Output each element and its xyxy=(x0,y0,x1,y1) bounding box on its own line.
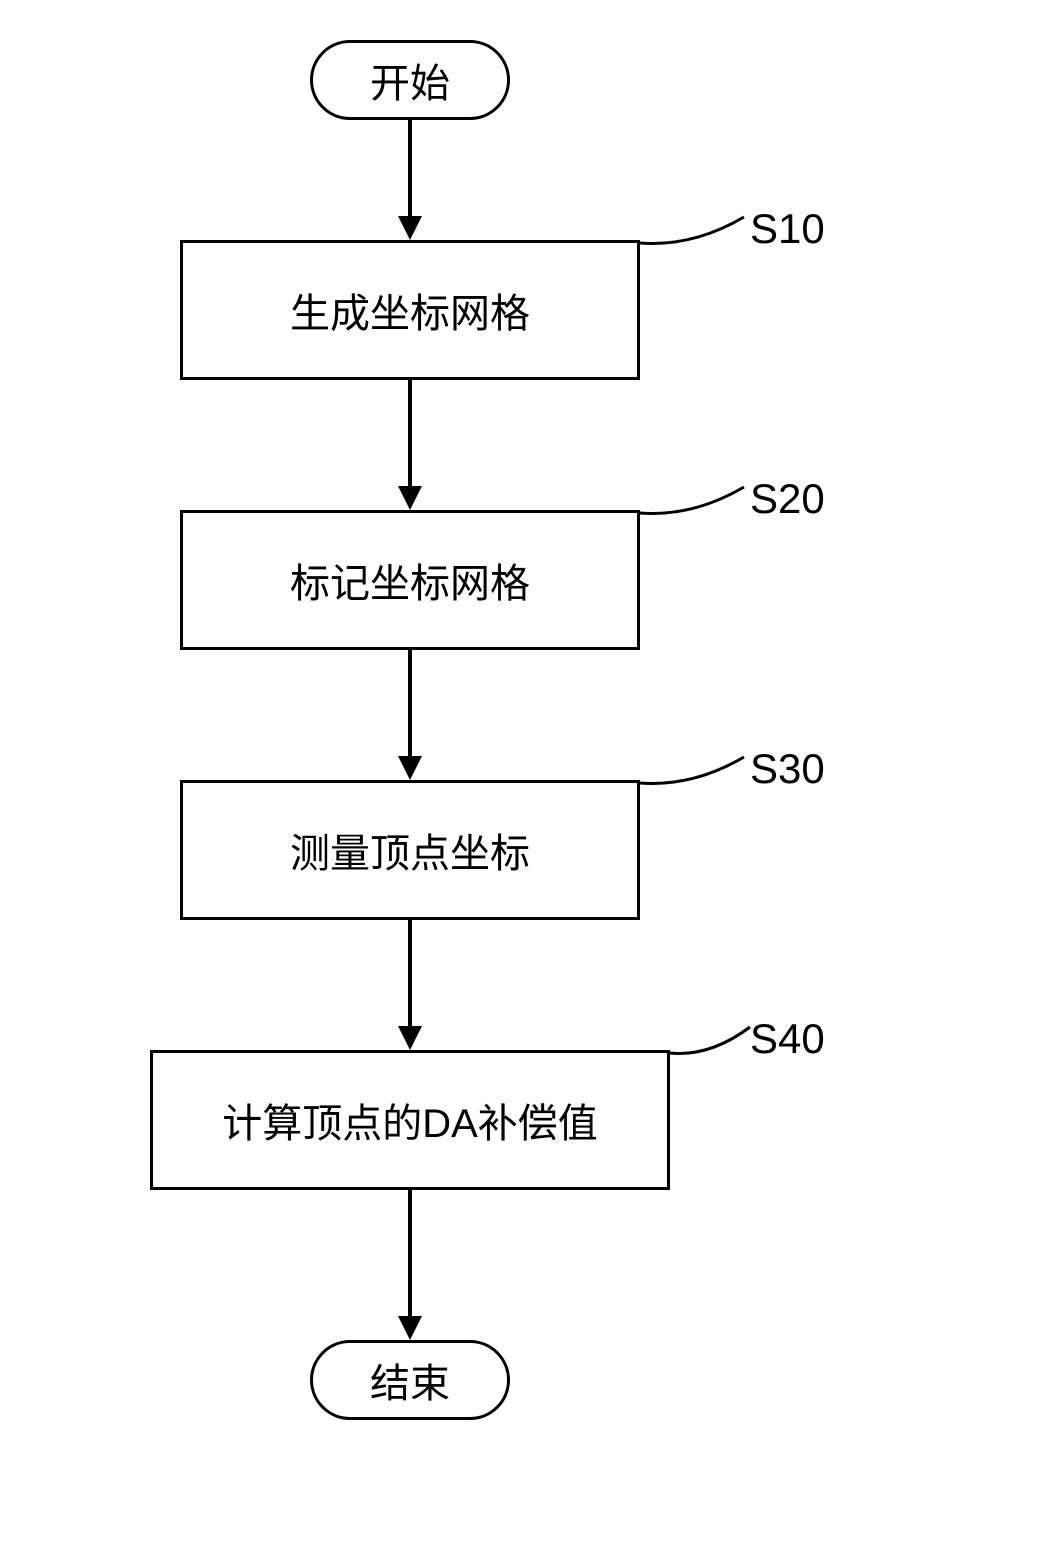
start-node: 开始 xyxy=(310,40,510,120)
edge-s30-s40 xyxy=(408,920,412,1026)
end-label: 结束 xyxy=(370,1351,450,1409)
step-label-s40: S40 xyxy=(750,1015,825,1063)
start-label: 开始 xyxy=(370,51,450,109)
connector-s40 xyxy=(668,1015,753,1060)
s40-label: 计算顶点的DA补偿值 xyxy=(222,1091,598,1149)
step-label-s20: S20 xyxy=(750,475,825,523)
edge-s10-s20 xyxy=(408,380,412,486)
connector-s20 xyxy=(638,475,748,520)
edge-s40-end xyxy=(408,1190,412,1316)
step-label-s30: S30 xyxy=(750,745,825,793)
connector-s30 xyxy=(638,745,748,790)
arrowhead-end xyxy=(398,1316,422,1340)
end-node: 结束 xyxy=(310,1340,510,1420)
s30-label: 测量顶点坐标 xyxy=(290,821,530,879)
process-s30: 测量顶点坐标 xyxy=(180,780,640,920)
arrowhead-s20 xyxy=(398,486,422,510)
connector-s10 xyxy=(638,205,748,250)
process-s40: 计算顶点的DA补偿值 xyxy=(150,1050,670,1190)
step-label-s10: S10 xyxy=(750,205,825,253)
s20-label: 标记坐标网格 xyxy=(290,551,530,609)
arrowhead-s10 xyxy=(398,216,422,240)
edge-s20-s30 xyxy=(408,650,412,756)
process-s20: 标记坐标网格 xyxy=(180,510,640,650)
arrowhead-s30 xyxy=(398,756,422,780)
edge-start-s10 xyxy=(408,120,412,216)
s10-label: 生成坐标网格 xyxy=(290,281,530,339)
arrowhead-s40 xyxy=(398,1026,422,1050)
process-s10: 生成坐标网格 xyxy=(180,240,640,380)
